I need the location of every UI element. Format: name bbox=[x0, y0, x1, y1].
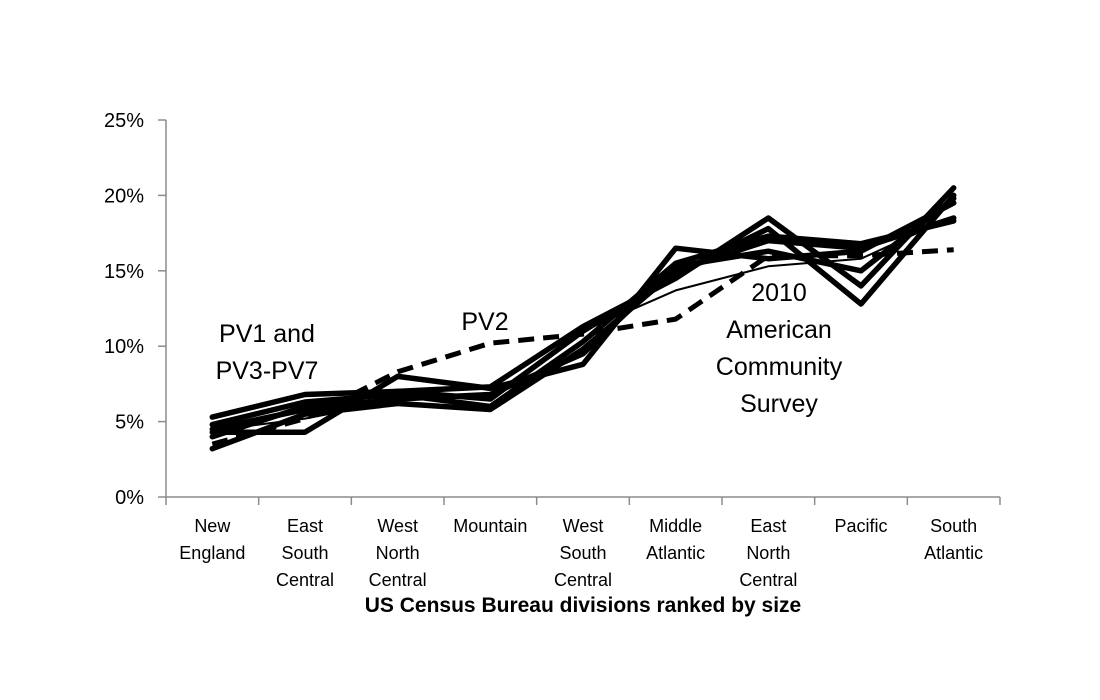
series-line-8 bbox=[211, 247, 954, 447]
series-line-7 bbox=[212, 215, 955, 432]
x-category-label: Central bbox=[554, 570, 612, 590]
y-tick-label: 15% bbox=[104, 261, 144, 283]
x-category-label: Atlantic bbox=[646, 543, 705, 563]
x-category-label: Mountain bbox=[453, 516, 527, 536]
x-category-label: South bbox=[559, 543, 606, 563]
annotation-label: PV1 and bbox=[219, 320, 315, 348]
x-category-label: West bbox=[377, 516, 418, 536]
x-category-label: Central bbox=[276, 570, 334, 590]
x-category-label: Middle bbox=[649, 516, 702, 536]
annotation-label: American bbox=[726, 316, 832, 344]
x-category-label: England bbox=[179, 543, 245, 563]
annotation-label: Survey bbox=[740, 390, 818, 418]
y-tick-label: 20% bbox=[104, 185, 144, 207]
x-category-label: Pacific bbox=[834, 516, 887, 536]
x-category-label: West bbox=[563, 516, 604, 536]
series-line-5 bbox=[209, 195, 957, 432]
x-category-label: North bbox=[746, 543, 790, 563]
x-category-label: South bbox=[930, 516, 977, 536]
x-axis-title: US Census Bureau divisions ranked by siz… bbox=[365, 594, 801, 617]
x-category-label: South bbox=[281, 543, 328, 563]
x-category-label: Atlantic bbox=[924, 543, 983, 563]
x-category-label: New bbox=[194, 516, 231, 536]
y-tick-label: 0% bbox=[115, 487, 144, 509]
annotation-label: 2010 bbox=[751, 279, 807, 307]
y-tick-label: 5% bbox=[115, 412, 144, 434]
x-category-label: East bbox=[287, 516, 323, 536]
y-tick-label: 10% bbox=[104, 336, 144, 358]
x-category-label: Central bbox=[739, 570, 797, 590]
series-line-6 bbox=[209, 218, 957, 428]
x-category-label: East bbox=[750, 516, 786, 536]
x-category-label: North bbox=[376, 543, 420, 563]
annotation-label: PV3-PV7 bbox=[216, 357, 319, 385]
series-line-1 bbox=[209, 185, 957, 420]
x-category-label: Central bbox=[369, 570, 427, 590]
annotation-label: PV2 bbox=[461, 308, 508, 336]
y-tick-label: 25% bbox=[104, 110, 144, 132]
series-line-3 bbox=[209, 215, 957, 452]
annotation-label: Community bbox=[716, 353, 843, 381]
